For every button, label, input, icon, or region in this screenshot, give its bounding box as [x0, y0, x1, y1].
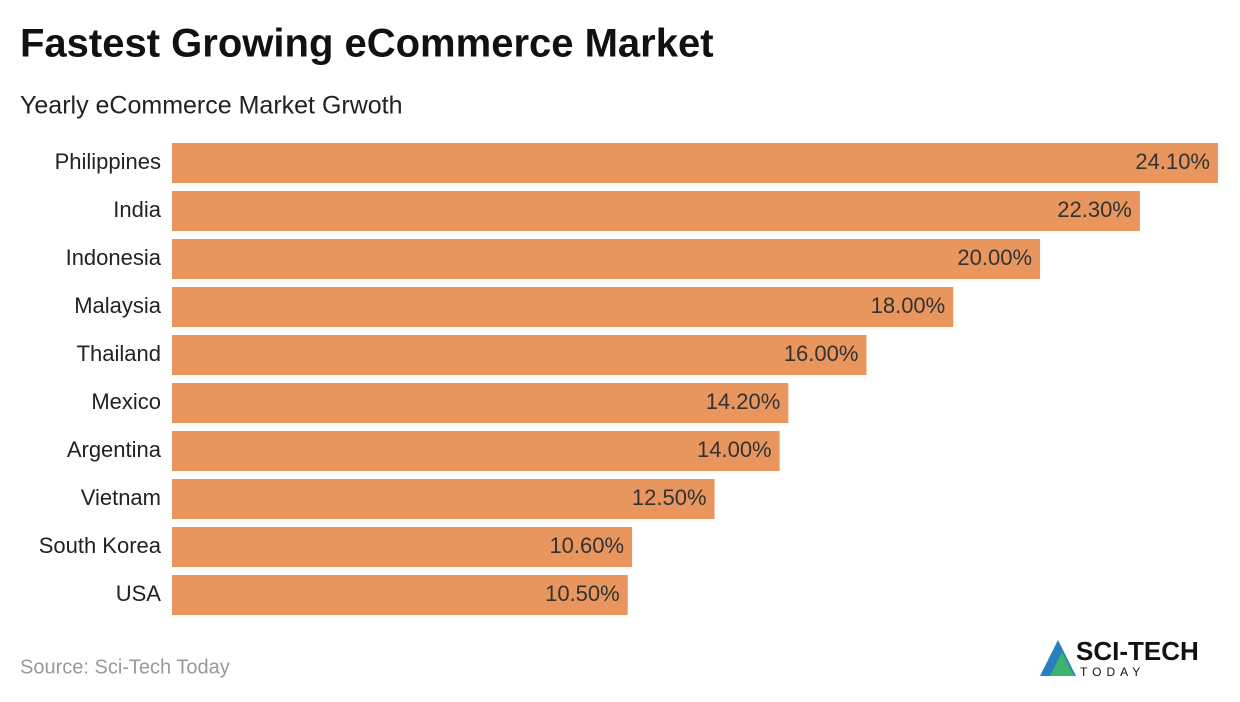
data-label: 10.50% — [545, 581, 620, 606]
chart-title: Fastest Growing eCommerce Market — [20, 22, 714, 66]
y-tick-label: Philippines — [55, 149, 161, 174]
bar — [172, 383, 789, 423]
y-tick-label: Thailand — [77, 341, 161, 366]
data-label: 10.60% — [549, 533, 624, 558]
y-tick-label: India — [113, 197, 161, 222]
data-label: 24.10% — [1135, 149, 1210, 174]
y-tick-label: Vietnam — [81, 485, 161, 510]
bar — [172, 191, 1140, 231]
data-label: 14.00% — [697, 437, 772, 462]
logo-tagline: TODAY — [1080, 665, 1145, 679]
bar — [172, 335, 867, 375]
data-label: 16.00% — [784, 341, 859, 366]
y-tick-label: Indonesia — [66, 245, 162, 270]
y-tick-label: Mexico — [91, 389, 161, 414]
data-label: 12.50% — [632, 485, 707, 510]
data-label: 20.00% — [957, 245, 1032, 270]
logo-icon — [1050, 652, 1074, 676]
logo-name: SCI-TECH — [1076, 636, 1199, 666]
bar — [172, 143, 1218, 183]
bar — [172, 575, 628, 615]
data-label: 14.20% — [706, 389, 781, 414]
bar — [172, 287, 954, 327]
bar — [172, 527, 633, 567]
y-tick-label: Argentina — [67, 437, 162, 462]
logo: SCI-TECH TODAY — [1040, 636, 1199, 679]
y-tick-label: Malaysia — [74, 293, 162, 318]
chart-subtitle: Yearly eCommerce Market Grwoth — [20, 92, 403, 120]
bar — [172, 431, 780, 471]
bar — [172, 239, 1041, 279]
data-label: 18.00% — [871, 293, 946, 318]
y-tick-label: USA — [116, 581, 162, 606]
bar — [172, 479, 715, 519]
data-label: 22.30% — [1057, 197, 1132, 222]
y-tick-label: South Korea — [39, 533, 162, 558]
source: Source: Sci-Tech Today — [20, 656, 230, 678]
